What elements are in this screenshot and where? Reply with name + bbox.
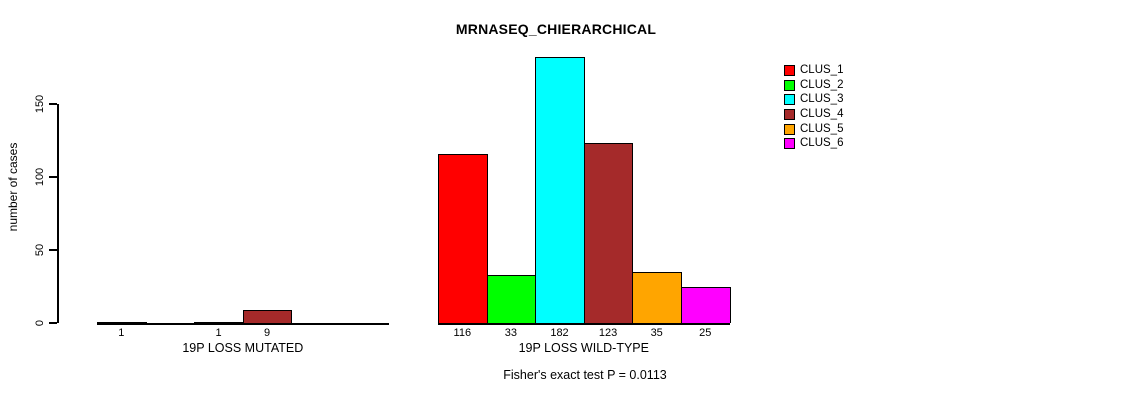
bar-clus_1 <box>438 153 488 323</box>
legend: CLUS_1 CLUS_2 CLUS_3 CLUS_4 CLUS_5 CLUS_6 <box>784 63 843 151</box>
legend-item-label: CLUS_6 <box>800 137 844 150</box>
x-axis-group-label: 19P LOSS MUTATED <box>182 341 304 355</box>
legend-color-swatch <box>784 108 795 120</box>
bar-value-label: 33 <box>504 327 518 339</box>
bar-clus_4 <box>242 309 293 323</box>
y-axis-tick <box>49 322 57 324</box>
legend-color-swatch <box>784 64 795 76</box>
bar-clus_3 <box>194 321 244 323</box>
bar-value-label: 123 <box>598 327 618 339</box>
bar-value-label: 25 <box>699 327 712 339</box>
legend-item-label: CLUS_5 <box>800 122 844 135</box>
legend-item-label: CLUS_4 <box>800 107 844 120</box>
legend-color-swatch <box>784 79 795 91</box>
y-axis-tick-label: 150 <box>34 94 46 114</box>
y-axis-tick-label: 100 <box>34 167 46 187</box>
bar-clus_5 <box>632 271 682 323</box>
chart-title: MRNASEQ_CHIERARCHICAL <box>455 21 657 37</box>
legend-item-clus_4: CLUS_4 <box>784 107 843 122</box>
bar-clus_2 <box>486 274 537 323</box>
legend-item-clus_3: CLUS_3 <box>784 92 843 107</box>
bar-value-label: 1 <box>118 327 125 339</box>
bar-clus_3 <box>535 57 585 323</box>
bar-value-label: 116 <box>453 327 472 339</box>
legend-color-swatch <box>784 138 795 150</box>
bar-clus_4 <box>583 143 634 323</box>
y-axis-line <box>57 104 59 323</box>
legend-color-swatch <box>784 94 795 106</box>
fisher-test-annotation: Fisher's exact test P = 0.0113 <box>503 368 667 382</box>
bar-value-label: 35 <box>650 327 663 339</box>
bar-clus_6 <box>681 286 731 323</box>
legend-item-label: CLUS_1 <box>800 63 844 76</box>
bar-group <box>97 0 389 325</box>
y-axis-tick <box>49 249 57 251</box>
x-axis-group-label: 19P LOSS WILD-TYPE <box>518 341 649 355</box>
legend-item-clus_5: CLUS_5 <box>784 122 843 137</box>
y-axis-tick-label: 50 <box>34 243 46 257</box>
y-axis-tick-label: 0 <box>34 319 46 327</box>
legend-item-clus_2: CLUS_2 <box>784 78 843 93</box>
bar-value-label: 182 <box>550 327 569 339</box>
bar-value-label: 9 <box>264 327 271 339</box>
y-axis-label: number of cases <box>6 142 20 232</box>
legend-item-label: CLUS_2 <box>800 78 844 91</box>
y-axis-tick <box>49 176 57 178</box>
legend-color-swatch <box>784 123 795 135</box>
bar-value-label: 1 <box>215 327 222 339</box>
y-axis-tick <box>49 103 57 105</box>
bar-clus_1 <box>97 321 147 323</box>
legend-item-clus_6: CLUS_6 <box>784 136 843 151</box>
legend-item-clus_1: CLUS_1 <box>784 63 843 78</box>
bar-group <box>438 0 731 325</box>
legend-item-label: CLUS_3 <box>800 93 844 106</box>
